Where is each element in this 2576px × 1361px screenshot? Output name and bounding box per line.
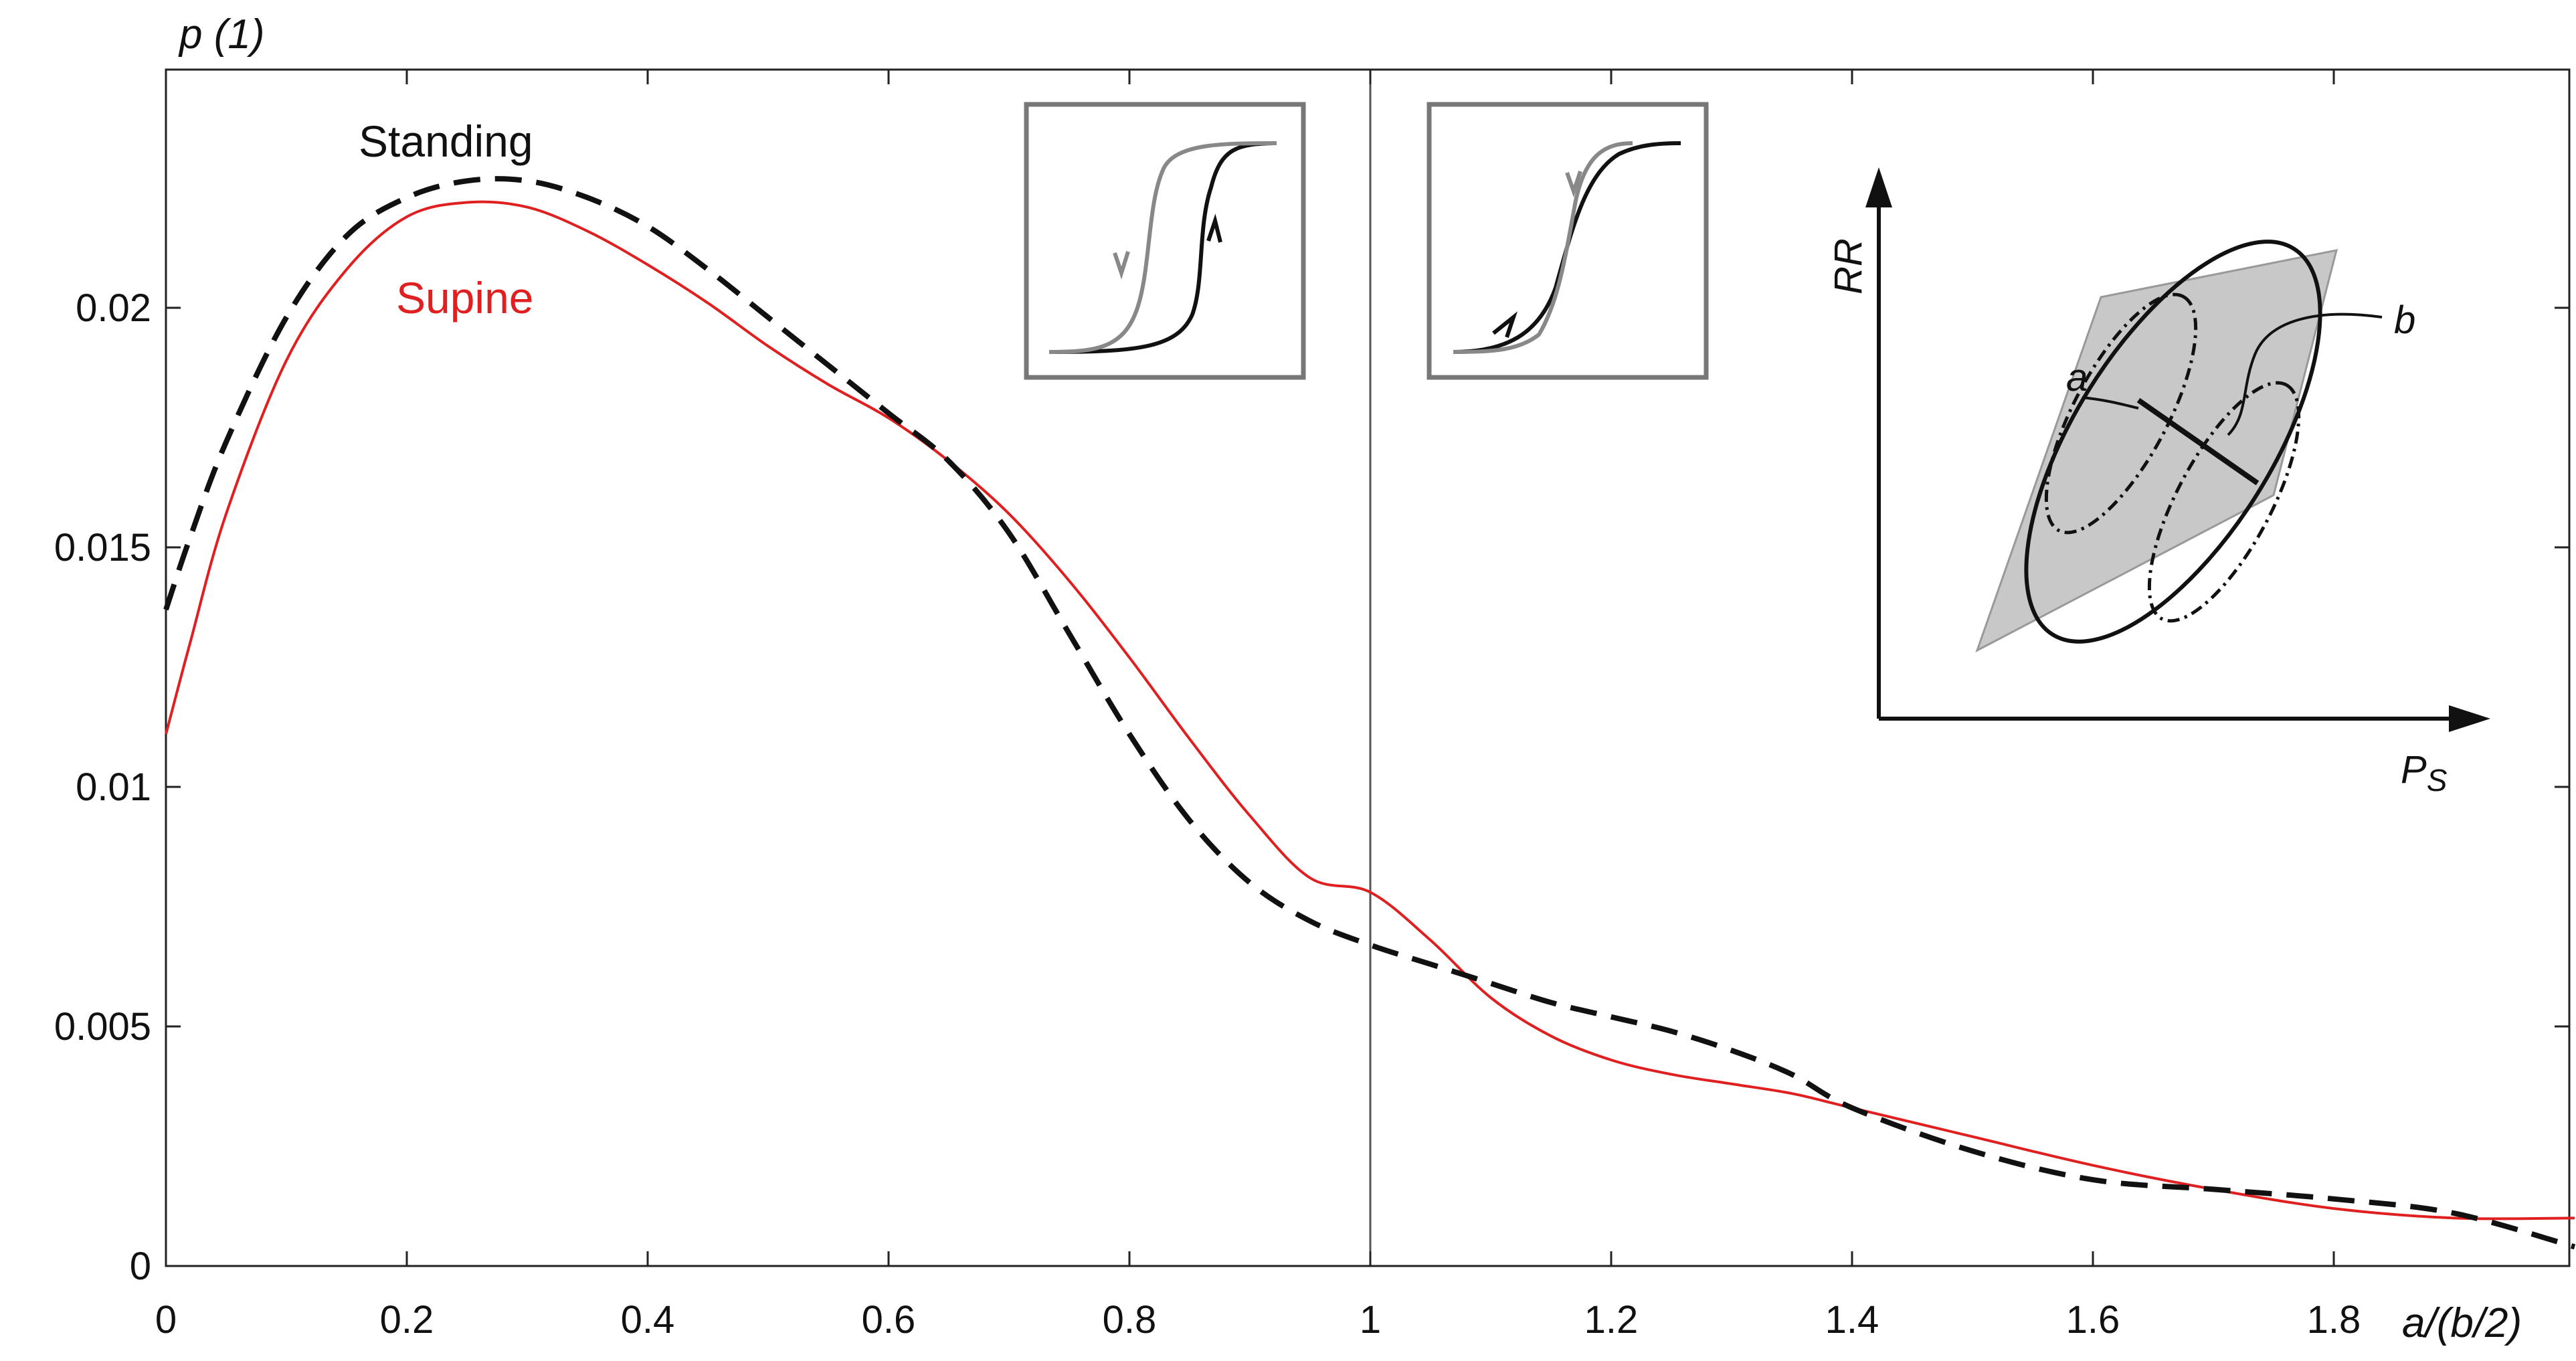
series-line-standing xyxy=(163,176,2576,1250)
x-tick-label: 0.8 xyxy=(1103,1298,1157,1342)
label-a-leader xyxy=(2082,396,2139,410)
x-axis-title: a/(b/2) xyxy=(2402,1300,2522,1346)
hysteresis-wide-upper-branch xyxy=(1048,141,1277,354)
arrow-right-up-icon xyxy=(1492,311,1518,338)
x-tick-label: 1.8 xyxy=(2307,1298,2361,1342)
arrow-up-icon xyxy=(1206,213,1222,243)
arrow-down-icon xyxy=(1113,251,1130,280)
inset-ellipse-diagram: a b RR PS xyxy=(1827,167,2490,798)
arrow-right-axis-icon xyxy=(2449,705,2490,732)
ellipse-x-label-sub: S xyxy=(2427,763,2448,798)
dashed-ellipse-lower xyxy=(2147,381,2301,623)
x-tick-label: 1.2 xyxy=(1584,1298,1639,1342)
ellipse-label-b: b xyxy=(2394,298,2415,342)
legend-label-supine: Supine xyxy=(396,273,534,323)
arrow-down-gray-icon xyxy=(1565,171,1582,198)
ellipse-x-label-main: P xyxy=(2401,748,2427,792)
inset-hysteresis-wide-frame xyxy=(1024,102,1306,380)
hysteresis-narrow-upper-branch xyxy=(1453,141,1633,354)
minor-axis-a xyxy=(2136,397,2260,486)
inset-hysteresis-narrow-frame xyxy=(1427,102,1709,380)
axis-ticks xyxy=(165,70,2569,1267)
x-tick-label: 1.4 xyxy=(1825,1298,1879,1342)
x-tick-label: 1.6 xyxy=(2066,1298,2120,1342)
hysteresis-wide-lower-branch xyxy=(1048,141,1277,354)
y-tick-label: 0.01 xyxy=(76,765,151,809)
plot-frame xyxy=(165,68,2571,1267)
x-tick-label: 0.2 xyxy=(380,1298,434,1342)
y-tick-label: 0.02 xyxy=(76,286,151,330)
dashed-ellipse-upper xyxy=(2044,292,2198,535)
inset-hysteresis-wide xyxy=(1024,102,1306,380)
ellipse-x-label: PS xyxy=(2401,748,2448,798)
ellipse-y-label: RR xyxy=(1827,238,1870,294)
label-b-leader xyxy=(2227,312,2383,436)
series-lines xyxy=(163,176,2576,1250)
arrow-up-axis-icon xyxy=(1865,167,1892,207)
x-tick-label: 1 xyxy=(1360,1298,1381,1342)
y-axis-title: p (1) xyxy=(178,11,264,58)
hysteresis-narrow-lower-branch xyxy=(1453,141,1681,354)
tick-labels: 0 0.2 0.4 0.6 0.8 1 1.2 1.4 1.6 1.8 0 0.005 0.01 0.01… xyxy=(54,286,2361,1342)
x-tick-label: 0.4 xyxy=(621,1298,675,1342)
ellipse-label-a: a xyxy=(2066,356,2088,399)
legend-label-standing: Standing xyxy=(359,116,533,166)
scatter-region xyxy=(1975,249,2338,653)
x-tick-label: 0 xyxy=(155,1298,177,1342)
main-ellipse xyxy=(2024,240,2322,644)
y-tick-label: 0 xyxy=(130,1245,151,1288)
inset-hysteresis-narrow xyxy=(1427,102,1709,380)
x-tick-label: 0.6 xyxy=(862,1298,916,1342)
y-tick-label: 0.015 xyxy=(54,526,151,569)
y-tick-label: 0.005 xyxy=(54,1005,151,1049)
series-line-supine xyxy=(165,200,2575,1220)
